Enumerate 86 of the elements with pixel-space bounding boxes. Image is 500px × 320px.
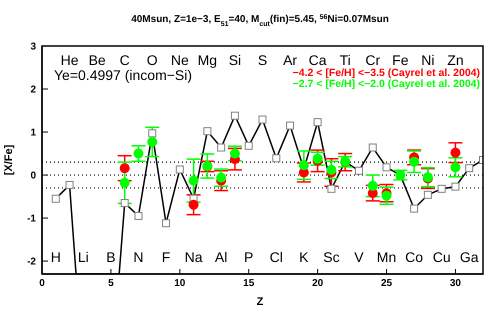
point (188, 200, 199, 210)
point (451, 182, 460, 191)
point (244, 142, 253, 150)
point (450, 148, 460, 158)
annotation: F (162, 248, 170, 265)
annotation: He (60, 52, 79, 68)
y-tick-label: 1 (30, 128, 36, 139)
annotation: P (244, 248, 254, 265)
annotation: Ar (283, 52, 298, 68)
point (120, 199, 129, 208)
x-tick-label: 5 (108, 278, 114, 290)
point (424, 190, 432, 199)
text: −2.7 < [Fe/H] <−2.0 (Cayrel et al. 2004) (292, 78, 480, 90)
point (176, 165, 184, 174)
y-tick-label: -2 (27, 256, 36, 268)
point (188, 176, 199, 186)
annotation: Fe (392, 52, 409, 68)
annotation: Ca (308, 52, 327, 68)
annotation: Na (184, 248, 203, 265)
point (217, 144, 226, 152)
y-tick-label: 0 (30, 170, 36, 182)
annotation: Mg (198, 52, 218, 68)
point (314, 118, 322, 126)
point (120, 178, 130, 188)
annotation: Cr (365, 52, 380, 68)
point (134, 212, 142, 220)
x-tick-label: 30 (450, 278, 462, 290)
annotation: C (120, 52, 130, 68)
annotation: Co (405, 248, 424, 265)
annotation: Li (78, 248, 89, 265)
annotation: Cu (432, 248, 451, 265)
annotation: Ye=0.4997 (incom−Si) (54, 67, 192, 83)
annotation: S (258, 52, 268, 68)
point (66, 180, 74, 189)
x-tick-label: 0 (39, 278, 46, 290)
point (230, 112, 239, 120)
x-axis-title: Z (256, 296, 264, 308)
annotation: Sc (323, 248, 340, 265)
annotation: O (146, 52, 158, 68)
y-tick-label: 2 (30, 84, 36, 96)
point (286, 122, 294, 130)
annotation: Al (214, 248, 228, 265)
x-tick-label: 25 (380, 278, 393, 290)
point (52, 194, 60, 203)
annotation: Ti (340, 52, 351, 68)
annotation: N (133, 248, 144, 265)
point (272, 154, 280, 162)
annotation: Ni (421, 52, 434, 68)
point (230, 148, 240, 159)
chart-title: 40Msun, Z=1e−3, E$_{51}$=40, M$_{cut}$(fin)=5.45, $^{56}$Ni=0.07Msun (131, 14, 389, 28)
x-tick-label: 10 (174, 278, 186, 290)
annotation: K (299, 248, 310, 265)
point (354, 166, 363, 175)
point (298, 160, 309, 170)
x-tick-label: 15 (243, 278, 255, 290)
annotation: H (50, 248, 61, 265)
annotation: V (354, 248, 364, 265)
point (148, 129, 156, 138)
point (162, 219, 170, 228)
point (465, 164, 474, 172)
point (382, 163, 391, 172)
annotation: Ga (460, 248, 479, 265)
text: −4.2 < [Fe/H] <−3.5 (Cayrel et al. 2004) (292, 67, 480, 79)
annotation: Mn (376, 248, 396, 265)
point (147, 136, 158, 147)
annotation: Si (228, 52, 242, 68)
point (409, 156, 420, 167)
annotation: B (106, 248, 116, 265)
point (410, 204, 418, 213)
y-tick-label: 3 (30, 42, 36, 53)
annotation: Be (88, 52, 106, 68)
point (133, 148, 144, 159)
point (258, 116, 266, 124)
point (326, 164, 336, 175)
point (327, 184, 336, 193)
point (450, 162, 460, 172)
point (216, 172, 226, 183)
x-tick-label: 20 (312, 278, 324, 290)
annotation: Zn (447, 52, 464, 68)
point (368, 144, 377, 152)
y-tick-label: -1 (27, 214, 36, 225)
point (203, 127, 212, 136)
annotation: Ne (170, 52, 189, 68)
point (438, 184, 446, 193)
y-axis-title: [X/Fe] (3, 144, 15, 176)
annotation: Cl (270, 248, 283, 265)
